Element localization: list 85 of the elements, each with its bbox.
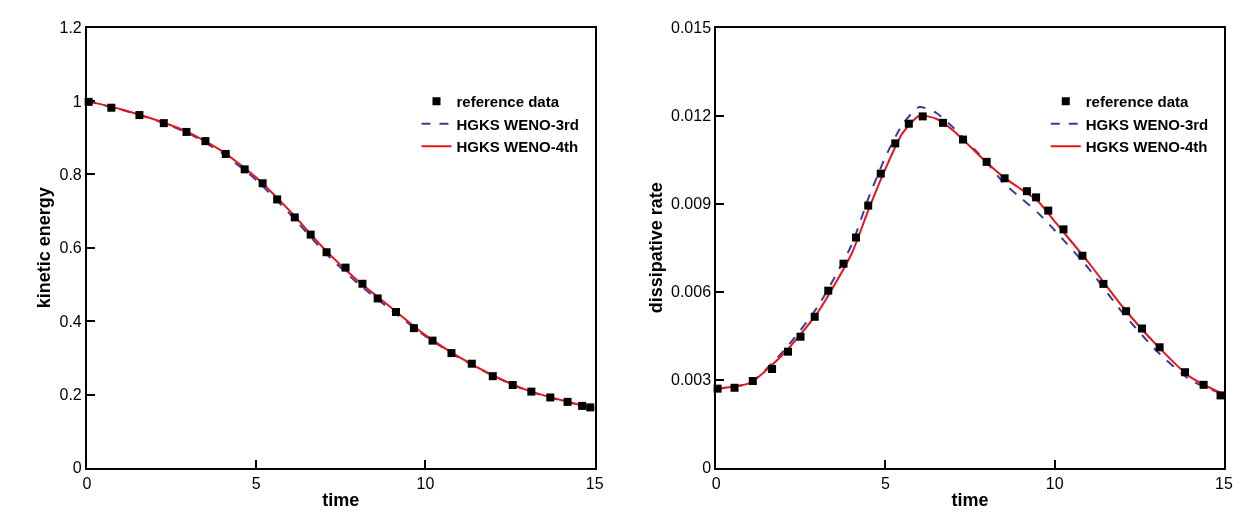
point xyxy=(1199,380,1208,389)
point xyxy=(1000,174,1009,183)
point xyxy=(982,157,991,166)
point xyxy=(1138,324,1147,333)
x-tick-label: 10 xyxy=(416,475,435,493)
y-tick-label: 0 xyxy=(702,459,712,477)
y-axis-title: kinetic energy xyxy=(34,187,55,309)
y-tick-label: 0.003 xyxy=(670,371,712,389)
point xyxy=(508,380,517,389)
legend-label: reference data xyxy=(456,93,560,111)
legend-label: reference data xyxy=(1085,93,1189,111)
point xyxy=(1044,206,1053,215)
point xyxy=(810,312,819,321)
x-axis-title: time xyxy=(322,489,360,510)
point xyxy=(1032,193,1041,202)
y-tick-label: 0.4 xyxy=(59,312,82,330)
point xyxy=(341,263,350,272)
y-tick-label: 0 xyxy=(72,459,82,477)
point xyxy=(891,139,900,148)
point xyxy=(1181,368,1189,377)
y-tick-label: 0.012 xyxy=(670,107,712,125)
point xyxy=(546,393,555,402)
point xyxy=(240,165,249,174)
point xyxy=(306,230,315,239)
point xyxy=(852,233,861,242)
point xyxy=(428,336,437,345)
point xyxy=(391,308,400,317)
point xyxy=(527,387,536,396)
point xyxy=(373,294,382,303)
x-tick-label: 15 xyxy=(585,475,604,493)
point xyxy=(467,359,476,368)
point xyxy=(578,401,587,410)
x-tick-label: 10 xyxy=(1045,475,1064,493)
point xyxy=(273,195,282,204)
point xyxy=(748,377,757,386)
point xyxy=(1099,279,1108,288)
point xyxy=(447,349,456,358)
point xyxy=(409,324,418,333)
point xyxy=(1155,343,1164,352)
point xyxy=(1022,187,1031,196)
point xyxy=(258,179,267,188)
x-tick-label: 5 xyxy=(251,475,261,493)
y-axis-title: dissipative rate xyxy=(645,182,666,314)
point xyxy=(768,365,777,373)
y-tick-label: 1 xyxy=(72,92,82,110)
y-tick-label: 0.006 xyxy=(670,283,712,301)
point xyxy=(839,259,848,268)
point xyxy=(290,213,299,222)
legend-label: HGKS WENO-3rd xyxy=(1085,115,1209,133)
point xyxy=(904,119,913,128)
point xyxy=(730,383,739,392)
point xyxy=(864,201,873,210)
y-tick-label: 1.2 xyxy=(59,19,82,37)
x-tick-label: 15 xyxy=(1215,475,1233,493)
point xyxy=(221,149,230,158)
point xyxy=(918,112,927,121)
point xyxy=(586,403,595,412)
x-axis-title: time xyxy=(951,489,989,510)
legend-label: HGKS WENO-4th xyxy=(1085,138,1208,156)
y-tick-label: 0.8 xyxy=(59,166,82,184)
point xyxy=(958,135,967,144)
legend-label: HGKS WENO-3rd xyxy=(456,115,579,133)
point xyxy=(358,279,367,288)
point xyxy=(1078,251,1087,260)
y-tick-label: 0.015 xyxy=(670,19,712,37)
point xyxy=(783,347,792,356)
point xyxy=(796,332,805,341)
point xyxy=(201,137,210,146)
point xyxy=(939,118,947,127)
y-tick-label: 0.6 xyxy=(59,239,82,257)
point xyxy=(488,372,497,381)
point xyxy=(159,119,168,128)
point xyxy=(824,286,833,295)
point xyxy=(876,169,885,178)
x-tick-label: 5 xyxy=(881,475,891,493)
point xyxy=(135,111,144,120)
point xyxy=(107,103,116,112)
point xyxy=(322,248,331,257)
legend-label: HGKS WENO-4th xyxy=(456,138,579,156)
y-tick-label: 0.2 xyxy=(59,386,82,404)
point xyxy=(1122,307,1131,316)
point xyxy=(1059,225,1068,234)
point xyxy=(563,397,572,406)
point xyxy=(182,127,191,136)
y-tick-label: 0.009 xyxy=(670,195,712,213)
